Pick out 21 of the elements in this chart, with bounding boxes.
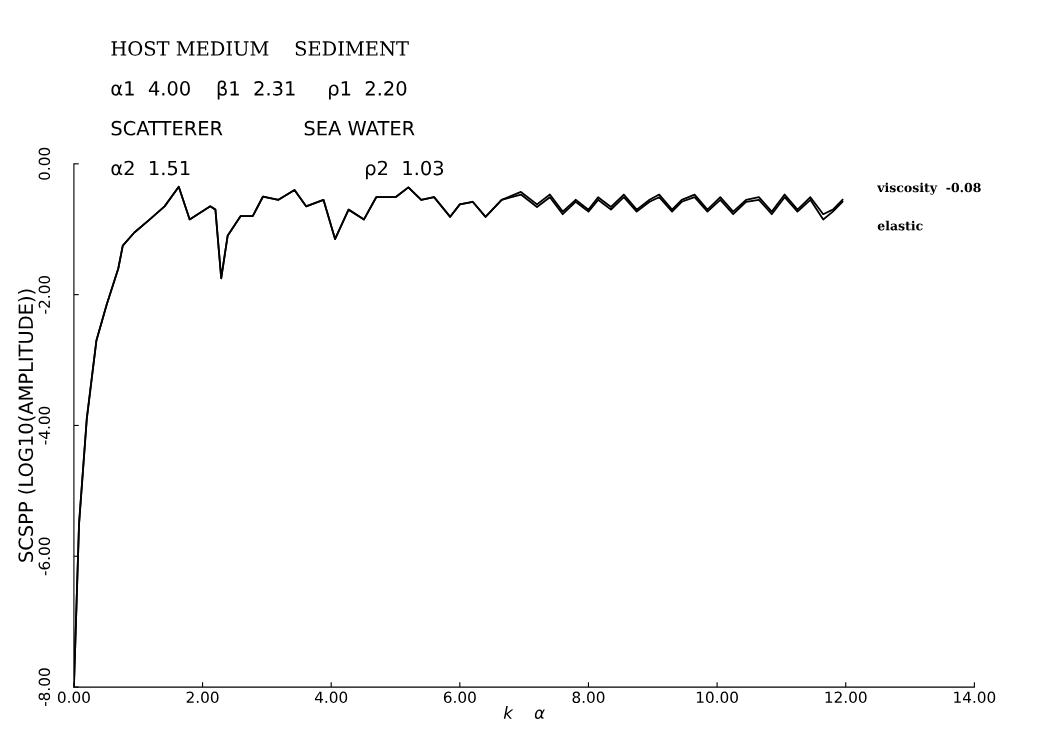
annotation: α2 1.51 ρ2 1.03: [111, 160, 444, 180]
text: viscosity -0.08: [877, 182, 981, 195]
x-tick-label: 2.00: [186, 691, 219, 704]
y-axis-title: SCSPP (LOG10(AMPLITUDE)): [18, 289, 36, 562]
x-tick-label: 14.00: [954, 691, 996, 704]
text: α1 4.00 β1 2.31 ρ1 2.20: [111, 80, 407, 100]
y-tick-label: -8.00: [38, 668, 51, 707]
x-tick-label: 6.00: [443, 691, 476, 704]
x-tick-label: 10.00: [696, 691, 738, 704]
x-tick-label: 4.00: [314, 691, 348, 704]
text: elastic: [877, 220, 923, 231]
y-tick-label: -6.00: [38, 537, 51, 576]
y-tick-label: 0.00: [38, 147, 51, 180]
x-tick-label: 12.00: [825, 691, 867, 704]
x-tick-label: 8.00: [572, 691, 605, 704]
text: HOST MEDIUM SEDIMENT: [111, 41, 409, 56]
x-axis-title: k α: [503, 706, 545, 719]
y-tick-label: -2.00: [38, 275, 51, 314]
x-tick-label: 0.00: [57, 691, 90, 704]
text: SCATTERER SEA WATER: [111, 120, 415, 136]
y-tick-label: -4.00: [38, 406, 51, 445]
